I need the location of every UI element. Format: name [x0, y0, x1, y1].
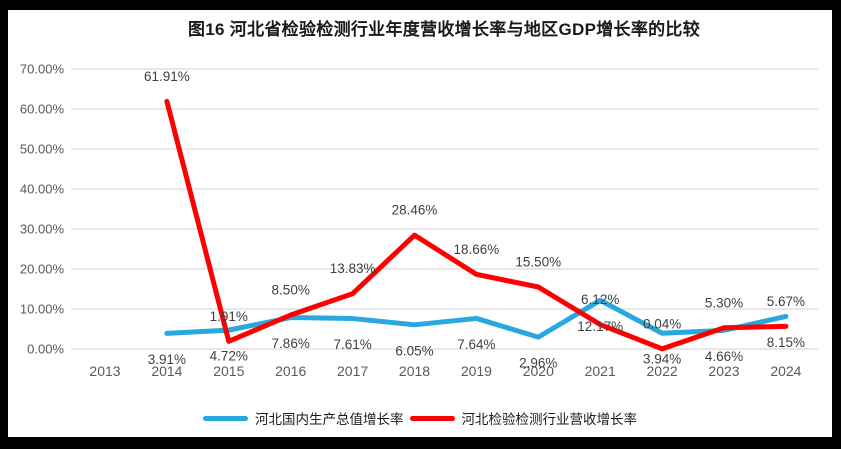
data-label: 5.67% — [767, 294, 805, 309]
y-axis-tick-label: 50.00% — [20, 142, 65, 157]
data-label: 7.61% — [333, 337, 371, 352]
x-axis-label: 2013 — [89, 363, 120, 379]
data-label: 5.30% — [705, 295, 743, 310]
y-axis-tick-label: 40.00% — [20, 182, 65, 197]
data-label: 1.91% — [210, 309, 248, 324]
revenue-line-swatch-icon — [409, 415, 455, 421]
x-axis-label: 2020 — [523, 363, 554, 379]
x-axis-label: 2015 — [213, 363, 244, 379]
x-axis-label: 2019 — [461, 363, 492, 379]
data-label: 8.15% — [767, 335, 805, 350]
series-line-revenue — [164, 98, 789, 352]
data-label: 0.04% — [643, 316, 681, 331]
data-label: 2.96% — [519, 356, 557, 371]
chart-title: 图16 河北省检验检测行业年度营收增长率与地区GDP增长率的比较 — [187, 20, 701, 39]
data-label: 18.66% — [454, 242, 500, 257]
data-label: 7.64% — [457, 337, 495, 352]
legend-item-gdp: 河北国内生产总值增长率 — [203, 408, 404, 428]
x-axis-label: 2021 — [585, 363, 616, 379]
data-label: 61.91% — [144, 69, 190, 84]
data-label: 4.72% — [210, 349, 248, 364]
legend-label-revenue: 河北检验检测行业营收增长率 — [461, 412, 638, 427]
x-axis-label: 2018 — [399, 363, 430, 379]
data-label: 8.50% — [272, 283, 310, 298]
data-label: 15.50% — [515, 255, 561, 270]
y-axis-tick-label: 60.00% — [20, 102, 65, 117]
series-line-gdp — [164, 297, 789, 340]
x-axis-label: 2022 — [647, 363, 678, 379]
x-axis-label: 2014 — [151, 363, 182, 379]
legend-label-gdp: 河北国内生产总值增长率 — [255, 412, 404, 427]
data-label: 4.66% — [705, 349, 743, 364]
y-axis-tick-label: 10.00% — [20, 302, 65, 317]
x-axis-label: 2017 — [337, 363, 368, 379]
y-axis-tick-label: 70.00% — [20, 62, 65, 77]
legend-item-revenue: 河北检验检测行业营收增长率 — [409, 408, 638, 428]
data-label: 12.17% — [577, 319, 623, 334]
data-label: 6.12% — [581, 292, 619, 307]
data-label: 6.05% — [395, 343, 433, 358]
legend: 河北国内生产总值增长率 河北检验检测行业营收增长率 — [8, 409, 832, 427]
x-axis-label: 2023 — [708, 363, 739, 379]
y-axis-tick-label: 0.00% — [27, 342, 64, 357]
y-axis-tick-label: 30.00% — [20, 222, 65, 237]
data-label: 13.83% — [330, 261, 376, 276]
data-label: 3.91% — [148, 352, 186, 367]
data-label: 3.94% — [643, 352, 681, 367]
data-label: 7.86% — [272, 336, 310, 351]
x-axis-label: 2024 — [770, 363, 801, 379]
plot-area: 0.00% 10.00% 20.00% 30.00% 40.00% 50.00% 60.00… — [20, 62, 818, 379]
x-axis-label: 2016 — [275, 363, 306, 379]
data-label: 28.46% — [392, 203, 438, 218]
gdp-line-swatch-icon — [203, 415, 248, 421]
y-axis-tick-label: 20.00% — [20, 262, 65, 277]
